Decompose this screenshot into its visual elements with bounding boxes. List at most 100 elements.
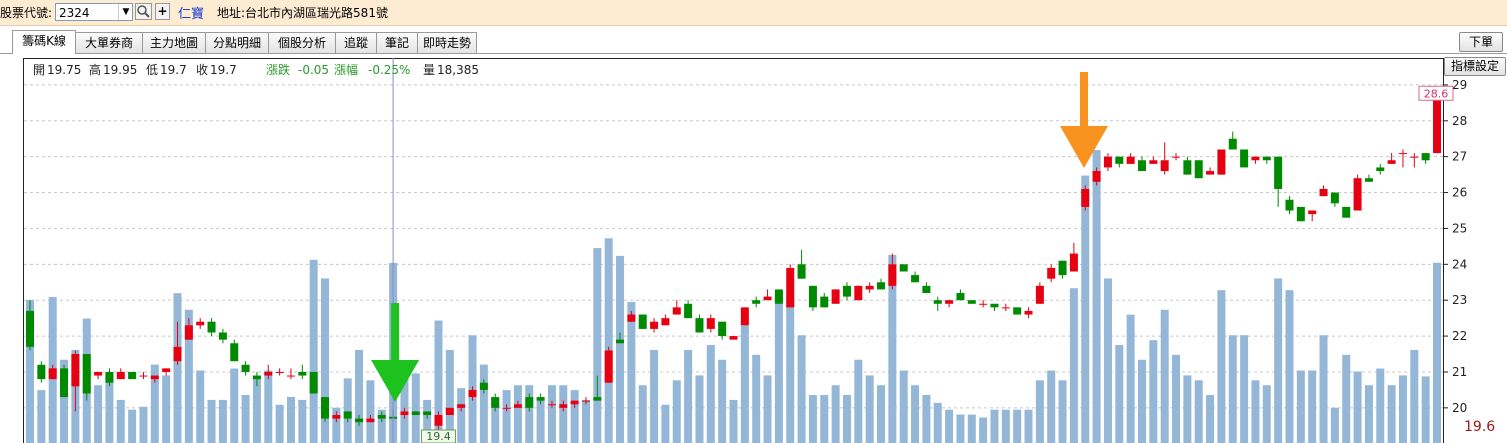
candle-body <box>252 375 261 380</box>
candle-body <box>899 264 908 272</box>
candle-body <box>1330 192 1339 204</box>
volume-bar <box>593 248 602 443</box>
candle-body <box>1285 199 1294 211</box>
tab[interactable]: 分點明細 <box>205 32 269 53</box>
volume-bar <box>672 380 681 443</box>
candle-body <box>559 404 568 408</box>
volume-bar <box>457 388 466 443</box>
volume-bar <box>570 390 579 443</box>
dropdown-arrow[interactable]: ▼ <box>118 4 133 20</box>
high-marker: 28.6 <box>1424 87 1449 100</box>
candle-body <box>82 354 91 394</box>
candle-body <box>1069 253 1078 272</box>
candle-body <box>967 300 976 304</box>
volume-bar <box>729 399 738 443</box>
candle-body <box>150 375 159 380</box>
indicator-button[interactable]: 指標設定 <box>1444 57 1506 76</box>
candle-body <box>479 382 488 390</box>
candle-body <box>1092 171 1101 182</box>
candle-body <box>956 293 965 301</box>
tab[interactable]: 即時走勢 <box>417 32 477 53</box>
volume-bar <box>1172 354 1181 443</box>
candle-body <box>241 364 250 372</box>
order-button[interactable]: 下單 <box>1459 32 1503 52</box>
candle-body <box>411 411 420 416</box>
tab[interactable]: 主力地圖 <box>142 32 206 53</box>
volume-bar <box>752 354 761 443</box>
volume-bar <box>162 375 171 443</box>
volume-bar <box>842 394 851 443</box>
candle-body <box>695 318 704 333</box>
info-text: 開 <box>33 63 45 77</box>
top-bar: 股票代號: 2324 ▼ + 仁寶 地址:台北市內湖區瑞光路581號 <box>0 0 1507 26</box>
volume-bar <box>1421 376 1430 443</box>
volume-bar <box>1342 354 1351 443</box>
volume-bar <box>1058 380 1067 443</box>
search-button[interactable] <box>135 3 152 20</box>
candle-body <box>1183 160 1192 175</box>
search-icon <box>137 5 150 18</box>
volume-bar <box>888 254 897 443</box>
high-marker-box <box>1418 85 1454 101</box>
volume-bar <box>230 368 239 443</box>
volume-bar <box>1103 278 1112 443</box>
volume-bar <box>1149 340 1158 443</box>
volume-bar <box>877 385 886 443</box>
low-marker: 19.4 <box>426 430 451 443</box>
volume-bar <box>1013 409 1022 443</box>
candle-body <box>184 325 193 340</box>
volume-bar <box>264 370 273 443</box>
candle-body <box>1342 206 1351 218</box>
address: 地址:台北市內湖區瑞光路581號 <box>217 6 388 20</box>
candle-body <box>491 397 500 408</box>
y-tick-label: 24 <box>1452 257 1467 271</box>
candle-body <box>434 415 443 426</box>
candle-body <box>1228 138 1237 150</box>
candle-body <box>831 289 840 304</box>
volume-bar <box>1376 368 1385 443</box>
volume-bar <box>604 238 613 443</box>
candle-body <box>423 411 432 416</box>
candle-body <box>1126 156 1135 164</box>
candle-body <box>808 285 817 308</box>
candle-body <box>1206 171 1215 175</box>
candle-body <box>604 350 613 383</box>
volume-bar <box>1364 385 1373 443</box>
volume-bar <box>740 325 749 443</box>
volume-bar <box>491 397 500 443</box>
add-button[interactable]: + <box>155 3 170 20</box>
candle-body <box>877 282 886 290</box>
volume-bar <box>922 394 931 443</box>
info-text: 低 <box>146 63 158 77</box>
candle-body <box>60 368 69 398</box>
candle-body <box>502 407 511 409</box>
volume-bar <box>1081 175 1090 443</box>
candle-body <box>71 354 80 387</box>
candle-body <box>207 321 216 333</box>
candle-body <box>525 397 534 408</box>
info-text: -0.05 <box>298 63 329 77</box>
candle-body <box>933 300 942 304</box>
candle-body <box>196 321 205 326</box>
volume-bar <box>1308 370 1317 443</box>
volume-bar <box>1206 394 1215 443</box>
stock-name[interactable]: 仁寶 <box>178 7 205 22</box>
volume-bar <box>1251 380 1260 443</box>
info-text: 19.75 <box>47 63 81 77</box>
volume-bar <box>1137 359 1146 443</box>
volume-bar <box>967 414 976 443</box>
candle-body <box>332 415 341 419</box>
stock-code-input[interactable]: 2324 <box>55 3 133 21</box>
volume-bar <box>627 301 636 443</box>
tab[interactable]: 個股分析 <box>268 32 336 53</box>
candle-body <box>990 303 999 308</box>
volume-bar <box>1047 370 1056 443</box>
volume-bar <box>1024 409 1033 443</box>
volume-bar <box>423 399 432 443</box>
candle-body <box>888 264 897 286</box>
candle-body <box>706 318 715 329</box>
candle-body <box>230 343 239 362</box>
candle-body <box>945 300 954 304</box>
